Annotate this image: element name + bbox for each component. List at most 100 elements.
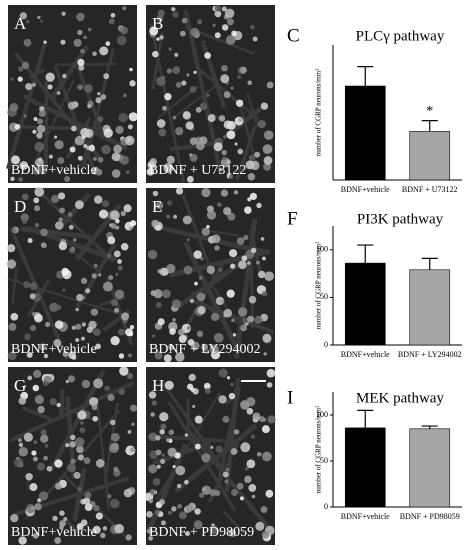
cell — [38, 165, 48, 175]
cell — [146, 511, 153, 518]
cell — [233, 429, 240, 435]
cell — [174, 52, 179, 57]
micrograph: A BDNF+vehicle — [5, 5, 138, 183]
cell — [225, 467, 230, 472]
cell — [262, 256, 266, 261]
cell — [40, 434, 49, 443]
cell — [130, 404, 138, 412]
cell — [207, 114, 216, 123]
cell — [226, 376, 231, 380]
cell — [203, 382, 211, 390]
cell — [204, 52, 211, 59]
cell — [124, 135, 135, 146]
cell — [236, 237, 245, 245]
cell — [67, 463, 77, 473]
cell — [247, 315, 254, 323]
cell — [17, 76, 23, 82]
cell — [218, 115, 226, 122]
cell — [156, 119, 166, 128]
cell — [110, 13, 116, 18]
cell — [226, 159, 231, 164]
cell — [260, 506, 268, 513]
cell — [52, 515, 58, 522]
cell — [225, 35, 236, 45]
micrograph: D BDNF+vehicle — [6, 187, 137, 362]
cell — [175, 352, 185, 362]
cell — [178, 335, 187, 344]
cell — [223, 207, 232, 216]
cell — [70, 458, 76, 464]
cell — [166, 438, 170, 443]
cell — [166, 155, 175, 164]
cell — [228, 392, 236, 400]
cell — [23, 114, 27, 118]
cell — [120, 210, 126, 217]
cell — [81, 379, 91, 389]
cell — [107, 236, 116, 245]
cell — [160, 423, 167, 430]
cell — [241, 325, 245, 329]
cell — [113, 466, 119, 472]
cell — [218, 368, 228, 378]
cell — [85, 288, 91, 294]
x-tick-label: BDNF+vehicle — [341, 185, 390, 194]
cell — [115, 225, 120, 230]
cell — [261, 290, 268, 297]
fiber — [149, 23, 185, 183]
cell — [120, 242, 129, 251]
cell — [65, 443, 70, 448]
cell — [150, 290, 157, 297]
cell — [125, 534, 132, 541]
cell — [80, 336, 85, 341]
cell — [257, 270, 266, 279]
panel-label: D — [14, 197, 26, 216]
cell — [220, 189, 229, 197]
cell — [18, 66, 24, 72]
cell — [49, 302, 59, 313]
cell — [185, 504, 193, 513]
cell — [73, 471, 81, 479]
fiber — [224, 396, 234, 406]
cell — [59, 207, 66, 214]
cell — [159, 429, 165, 435]
bar — [409, 428, 451, 508]
cell — [113, 144, 122, 154]
bar — [409, 131, 451, 181]
cell — [195, 106, 202, 113]
cell — [18, 442, 24, 448]
cell — [249, 192, 258, 201]
cell — [129, 67, 133, 72]
cell — [184, 479, 189, 485]
cell — [46, 465, 53, 472]
cell — [149, 489, 157, 496]
cell — [92, 415, 98, 422]
cell — [160, 520, 166, 526]
cell — [123, 204, 132, 213]
cell — [30, 325, 37, 332]
cell — [172, 11, 179, 18]
cell — [113, 250, 121, 258]
cell — [29, 293, 36, 300]
cell — [56, 402, 61, 408]
cell — [189, 137, 198, 145]
cell — [107, 393, 115, 401]
cell — [18, 447, 28, 457]
panel-caption: BDNF+vehicle — [11, 525, 97, 540]
cell — [93, 157, 97, 161]
significance-mark: * — [426, 104, 433, 119]
cell — [177, 503, 183, 509]
cell — [252, 412, 261, 421]
cell — [245, 160, 255, 170]
cell — [175, 81, 182, 88]
cell — [21, 61, 30, 70]
cell — [149, 158, 157, 166]
cell — [154, 509, 160, 515]
cell — [23, 432, 34, 442]
cell — [13, 457, 24, 468]
cell — [169, 328, 176, 335]
cell — [49, 398, 57, 406]
cell — [168, 321, 178, 332]
cell — [111, 152, 121, 162]
cell — [196, 330, 204, 338]
cell — [27, 375, 33, 381]
